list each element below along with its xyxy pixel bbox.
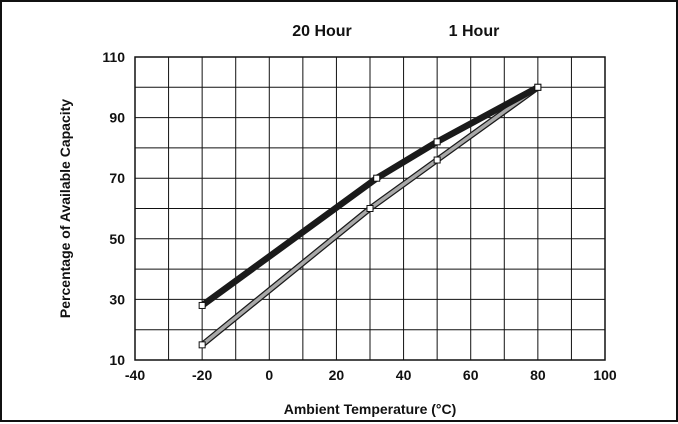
x-tick-label: 0 <box>265 367 273 383</box>
data-point-20-hour <box>198 301 206 309</box>
tick-labels: -40 -20 0 20 40 60 80 100 10 30 50 70 90 110 <box>102 49 616 383</box>
x-tick-label: 60 <box>463 367 479 383</box>
data-point-1-hour <box>433 156 441 164</box>
y-tick-label: 10 <box>109 352 125 368</box>
data-point-20-hour <box>433 138 441 146</box>
x-tick-label: 100 <box>593 367 617 383</box>
x-tick-label: -40 <box>125 367 145 383</box>
y-axis-title: Percentage of Available Capacity <box>57 99 73 318</box>
y-tick-label: 50 <box>109 231 125 247</box>
data-point-20-hour <box>373 174 381 182</box>
series-line-1-hour <box>200 85 539 347</box>
y-tick-label: 70 <box>109 170 125 186</box>
x-tick-label: 40 <box>396 367 412 383</box>
data-point-1-hour <box>534 83 542 91</box>
x-tick-label: 80 <box>530 367 546 383</box>
series-label-1-hour: 1 Hour <box>449 23 500 40</box>
x-axis-title: Ambient Temperature (°C) <box>284 401 457 417</box>
data-point-1-hour <box>366 205 374 212</box>
x-tick-label: -20 <box>192 367 212 383</box>
y-tick-label: 30 <box>109 291 125 307</box>
series-label-20-hour: 20 Hour <box>292 23 352 40</box>
y-tick-label: 110 <box>102 49 125 65</box>
series-line-20-hour <box>200 84 540 309</box>
y-tick-label: 90 <box>109 110 125 126</box>
series-markers <box>198 83 542 349</box>
data-point-1-hour <box>198 341 206 349</box>
x-tick-label: 20 <box>329 367 345 383</box>
grid <box>134 56 606 361</box>
series-lines <box>200 84 540 348</box>
